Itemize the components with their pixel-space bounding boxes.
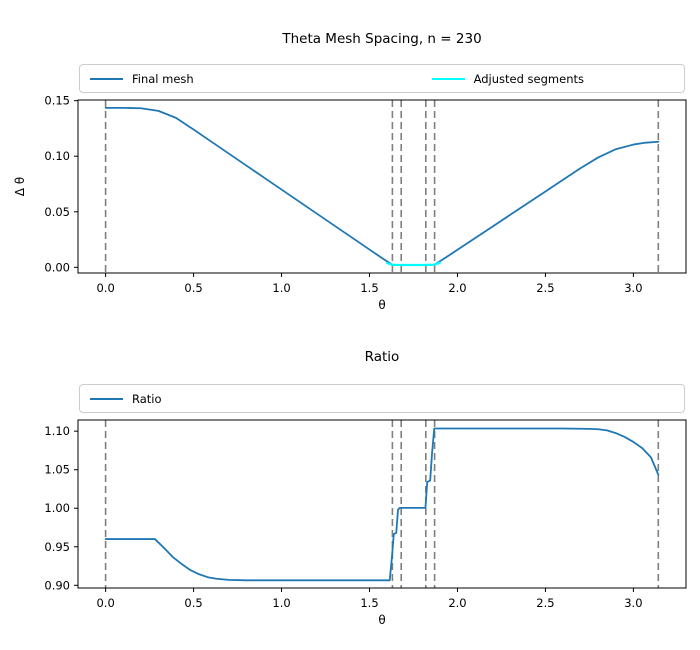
x-tick-label: 1.0 [272, 281, 290, 295]
legend-item-final-mesh: Final mesh [90, 72, 194, 86]
ratio-line-swatch [90, 397, 123, 400]
top-legend: Final mesh Adjusted segments [79, 64, 685, 93]
x-tick-label: 2.0 [448, 281, 466, 295]
ratio-legend-label: Ratio [132, 391, 162, 406]
y-tick-label: 0.05 [44, 205, 70, 219]
axes-frame [77, 419, 687, 589]
top-chart-axes: 0.0 0.5 1.0 1.5 2.0 2.5 3.0 0.00 0.05 0.10 0.15 θ Δ … [13, 94, 687, 312]
y-tick-label: 0.15 [44, 94, 70, 108]
y-tick-label: 0.00 [44, 260, 70, 274]
x-tick-label: 1.5 [360, 596, 378, 610]
y-tick-label: 1.05 [44, 463, 70, 477]
x-axis-label: θ [378, 613, 385, 627]
bottom-legend: Ratio [79, 384, 685, 413]
final-mesh-legend-label: Final mesh [132, 71, 194, 86]
x-tick-label: 2.0 [448, 596, 466, 610]
x-tick-label: 0.5 [184, 281, 202, 295]
x-tick-label: 3.0 [624, 281, 642, 295]
x-tick-label: 1.0 [272, 596, 290, 610]
top-chart-title: Theta Mesh Spacing, n = 230 [282, 31, 482, 47]
x-tick-label: 0.0 [96, 281, 114, 295]
y-tick-label: 1.10 [44, 424, 70, 438]
y-tick-label: 0.90 [44, 578, 70, 592]
final-mesh-line-swatch [90, 77, 123, 80]
bottom-chart-axes: 0.0 0.5 1.0 1.5 2.0 2.5 3.0 0.90 0.95 1.00 1.05 1.1… [44, 419, 687, 627]
y-axis-label: Δ θ [13, 177, 27, 196]
x-tick-label: 0.5 [184, 596, 202, 610]
x-axis-label: θ [378, 298, 385, 312]
adjusted-segments-line [386, 261, 441, 267]
y-tick-label: 0.95 [44, 540, 70, 554]
x-tick-label: 1.5 [360, 281, 378, 295]
x-tick-label: 3.0 [624, 596, 642, 610]
bottom-chart-title: Ratio [364, 349, 400, 365]
final-mesh-line [104, 106, 660, 266]
axes-frame [77, 99, 687, 274]
adjusted-segments-line-swatch [431, 77, 465, 80]
x-tick-label: 2.5 [536, 596, 554, 610]
y-tick-label: 1.00 [44, 501, 70, 515]
x-tick-label: 0.0 [96, 596, 114, 610]
legend-item-adjusted-segments: Adjusted segments [431, 71, 584, 86]
adjusted-segments-legend-label: Adjusted segments [473, 71, 584, 86]
x-tick-label: 2.5 [536, 281, 554, 295]
y-tick-label: 0.10 [44, 149, 70, 163]
legend-item-ratio: Ratio [90, 392, 162, 406]
ratio-line [104, 427, 660, 582]
